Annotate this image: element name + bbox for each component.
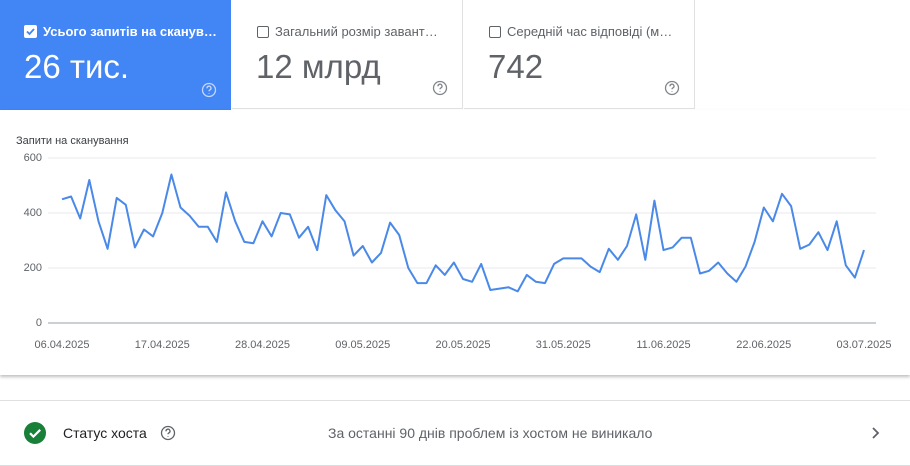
chart-panel: Запити на сканування 0 200 400 600 06.04.202… bbox=[0, 110, 910, 375]
checkbox[interactable] bbox=[257, 26, 269, 38]
help-icon[interactable] bbox=[160, 425, 176, 441]
status-title: Статус хоста bbox=[63, 425, 147, 441]
x-tick-label: 03.07.2025 bbox=[836, 339, 891, 351]
y-tick-label: 200 bbox=[24, 262, 42, 274]
x-tick-label: 06.04.2025 bbox=[34, 339, 89, 351]
y-axis-title: Запити на сканування bbox=[16, 135, 129, 147]
ok-icon bbox=[24, 422, 46, 444]
y-tick-label: 400 bbox=[24, 207, 42, 219]
x-tick-label: 22.06.2025 bbox=[736, 339, 791, 351]
x-tick-label: 31.05.2025 bbox=[536, 339, 591, 351]
checkbox[interactable] bbox=[24, 25, 37, 38]
x-tick-label: 09.05.2025 bbox=[335, 339, 390, 351]
chart: Запити на сканування 0 200 400 600 06.04.202… bbox=[16, 135, 892, 351]
y-tick-label: 600 bbox=[24, 152, 42, 164]
x-tick-label: 20.05.2025 bbox=[435, 339, 490, 351]
metric-card[interactable]: Середній час відповіді (м… 742 bbox=[464, 0, 695, 109]
help-icon[interactable] bbox=[664, 80, 680, 96]
metric-value: 12 млрд bbox=[256, 48, 381, 85]
checkbox[interactable] bbox=[489, 26, 501, 38]
metric-label: Усього запитів на сканув… bbox=[43, 24, 217, 39]
status-message: За останні 90 днів проблем із хостом не … bbox=[328, 425, 653, 441]
metric-label: Середній час відповіді (м… bbox=[507, 24, 673, 39]
metric-value: 26 тис. bbox=[24, 48, 130, 85]
x-tick-label: 17.04.2025 bbox=[135, 339, 190, 351]
metric-label: Загальний розмір завант… bbox=[275, 24, 438, 39]
metric-card[interactable]: Загальний розмір завант… 12 млрд bbox=[232, 0, 463, 109]
data-line bbox=[61, 173, 865, 293]
x-tick-label: 11.06.2025 bbox=[636, 339, 690, 351]
x-tick-label: 28.04.2025 bbox=[235, 339, 290, 351]
help-icon[interactable] bbox=[432, 80, 448, 96]
host-status-row[interactable]: Статус хоста За останні 90 днів проблем … bbox=[0, 400, 910, 466]
help-icon[interactable] bbox=[201, 82, 217, 98]
metric-card[interactable]: Усього запитів на сканув… 26 тис. bbox=[0, 0, 231, 110]
metric-value: 742 bbox=[488, 48, 544, 85]
chevron-icon[interactable] bbox=[868, 425, 884, 441]
y-tick-label: 0 bbox=[36, 317, 42, 329]
